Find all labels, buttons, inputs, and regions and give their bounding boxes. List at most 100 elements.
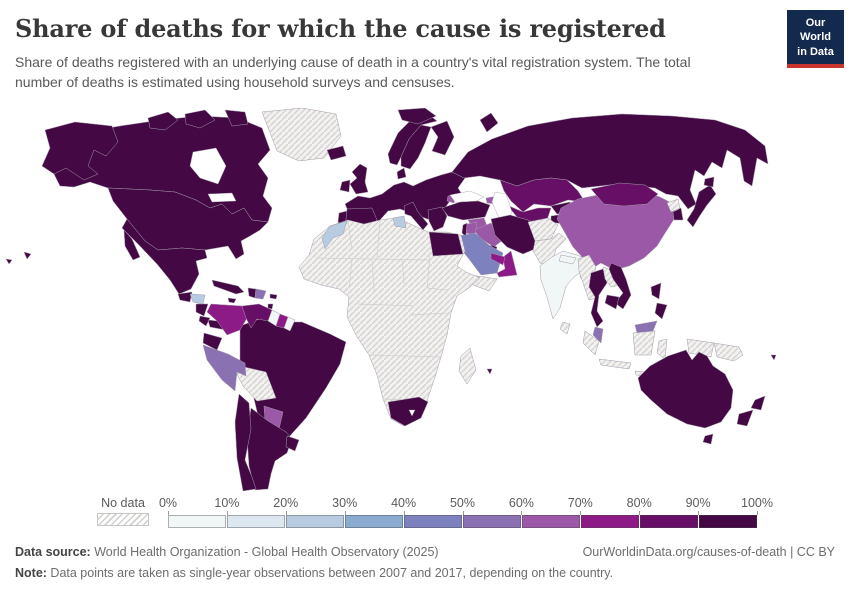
- legend-swatch[interactable]: [404, 515, 462, 528]
- page-title: Share of deaths for which the cause is r…: [15, 14, 666, 43]
- country-nepal[interactable]: [558, 254, 577, 265]
- country-denmark[interactable]: [396, 167, 407, 180]
- country-australia[interactable]: [637, 349, 734, 429]
- country-canada-arctic3[interactable]: [224, 109, 249, 127]
- country-morocco[interactable]: [321, 220, 348, 250]
- legend-tick-mark: [521, 511, 523, 515]
- country-cuba[interactable]: [211, 279, 245, 295]
- legend-tick-label: 30%: [332, 496, 358, 510]
- owid-logo[interactable]: Our World in Data: [787, 10, 844, 68]
- country-fiji[interactable]: [770, 354, 777, 361]
- country-canada-arctic1[interactable]: [147, 111, 179, 131]
- legend-swatch[interactable]: [699, 515, 757, 528]
- country-uruguay[interactable]: [285, 435, 300, 452]
- country-mexico[interactable]: [121, 218, 208, 295]
- country-philippines[interactable]: [650, 282, 668, 320]
- legend-swatch[interactable]: [522, 515, 580, 528]
- legend-tick-mark: [698, 511, 700, 515]
- legend-tick-mark: [226, 511, 228, 515]
- legend-tick-label: 40%: [391, 496, 417, 510]
- country-guatemala[interactable]: [177, 291, 193, 303]
- legend-tick-label: 10%: [214, 496, 240, 510]
- country-united-states-alaska[interactable]: [41, 121, 119, 181]
- country-papua-new-guinea[interactable]: [713, 342, 744, 362]
- country-afghanistan[interactable]: [527, 217, 559, 242]
- note-line: Note: Data points are taken as single-ye…: [15, 565, 835, 582]
- country-india[interactable]: [539, 250, 591, 320]
- country-tunisia[interactable]: [392, 215, 407, 229]
- country-mauritius[interactable]: [486, 368, 493, 375]
- country-haiti[interactable]: [247, 287, 257, 299]
- country-iceland[interactable]: [326, 145, 347, 161]
- region-africa-no-data[interactable]: [298, 217, 481, 427]
- country-greece[interactable]: [427, 206, 448, 232]
- country-canada-arctic2[interactable]: [184, 109, 216, 129]
- legend-tick-label: 80%: [626, 496, 652, 510]
- data-source-label: Data source:: [15, 545, 91, 559]
- country-south-korea[interactable]: [672, 207, 684, 221]
- legend-swatch[interactable]: [227, 515, 285, 528]
- legend-swatch[interactable]: [463, 515, 521, 528]
- country-svalbard[interactable]: [397, 108, 437, 125]
- country-russia-novaya-zemlya[interactable]: [479, 112, 499, 133]
- country-dominican-republic[interactable]: [254, 288, 267, 300]
- legend-tick-label: 60%: [508, 496, 534, 510]
- country-mongolia[interactable]: [590, 182, 659, 207]
- country-puerto-rico[interactable]: [269, 293, 278, 300]
- country-trinidad[interactable]: [267, 303, 274, 310]
- country-south-africa[interactable]: [387, 396, 429, 427]
- country-japan[interactable]: [686, 184, 717, 228]
- country-oman[interactable]: [496, 250, 518, 278]
- country-argentina[interactable]: [246, 407, 293, 491]
- country-ireland[interactable]: [339, 179, 351, 193]
- chart-footer: Data source: World Health Organization -…: [15, 544, 835, 582]
- legend-swatch[interactable]: [168, 515, 226, 528]
- country-ecuador[interactable]: [202, 332, 223, 351]
- country-greenland[interactable]: [261, 108, 342, 162]
- legend-no-data: No data: [97, 496, 149, 526]
- legend-swatch[interactable]: [286, 515, 344, 528]
- country-egypt[interactable]: [428, 231, 464, 257]
- country-uae[interactable]: [490, 252, 506, 266]
- country-chile[interactable]: [234, 393, 257, 492]
- legend-swatch[interactable]: [345, 515, 403, 528]
- attribution-link[interactable]: OurWorldinData.org/causes-of-death | CC …: [582, 545, 835, 559]
- country-australia-tasmania[interactable]: [702, 433, 714, 445]
- country-sweden[interactable]: [400, 124, 432, 170]
- legend-swatch[interactable]: [581, 515, 639, 528]
- country-mexico-baja[interactable]: [123, 229, 141, 261]
- country-pakistan[interactable]: [532, 232, 567, 266]
- country-turkey[interactable]: [441, 200, 491, 221]
- legend-color-scale: 0% 10% 20% 30% 40% 50% 60% 70% 80% 90% 100%: [159, 496, 773, 528]
- world-map[interactable]: [0, 108, 850, 494]
- legend-tick-mark: [757, 511, 758, 515]
- country-madagascar[interactable]: [458, 347, 477, 385]
- country-japan-hokkaido[interactable]: [703, 176, 715, 188]
- country-jamaica[interactable]: [227, 297, 237, 304]
- country-nicaragua[interactable]: [195, 303, 209, 317]
- legend-tick-mark: [580, 511, 582, 515]
- country-north-korea[interactable]: [666, 198, 681, 213]
- legend-tick-mark: [168, 511, 169, 515]
- note-text: Data points are taken as single-year obs…: [46, 566, 614, 580]
- country-peru[interactable]: [202, 344, 247, 392]
- country-venezuela[interactable]: [241, 303, 273, 329]
- country-costa-rica[interactable]: [198, 315, 211, 327]
- data-source-text: World Health Organization - Global Healt…: [90, 545, 439, 559]
- country-united-kingdom[interactable]: [349, 163, 369, 195]
- country-sri-lanka[interactable]: [559, 321, 571, 335]
- country-honduras[interactable]: [189, 293, 206, 305]
- country-finland[interactable]: [430, 120, 455, 156]
- country-french-guiana[interactable]: [283, 316, 296, 332]
- choropleth-svg[interactable]: [0, 108, 850, 494]
- data-source-line: Data source: World Health Organization -…: [15, 544, 439, 561]
- legend-tick-mark: [344, 511, 346, 515]
- country-new-zealand[interactable]: [736, 395, 766, 427]
- note-label: Note:: [15, 566, 47, 580]
- country-cambodia[interactable]: [604, 294, 620, 310]
- country-vietnam[interactable]: [608, 262, 632, 310]
- legend-swatch[interactable]: [640, 515, 698, 528]
- legend-no-data-swatch[interactable]: [97, 513, 149, 526]
- country-united-states-hawaii[interactable]: [5, 251, 32, 265]
